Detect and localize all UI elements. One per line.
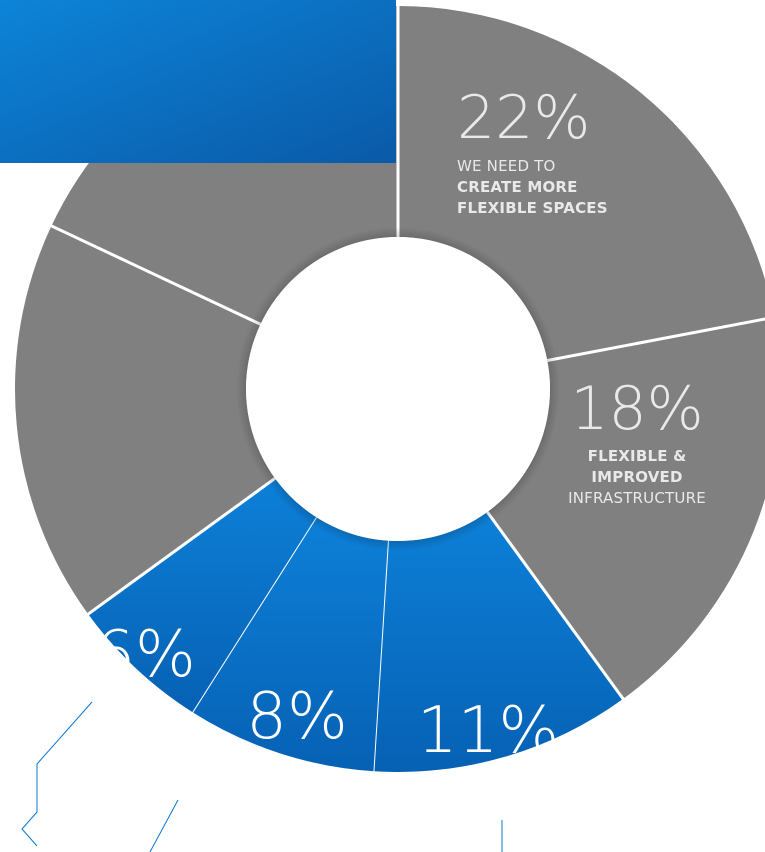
slice-divider bbox=[49, 223, 262, 326]
slice-8 bbox=[192, 517, 389, 772]
slice-percent-label: 22% bbox=[457, 83, 590, 153]
slice-divider bbox=[373, 540, 389, 774]
slice-22 bbox=[398, 6, 765, 361]
slice-percent-label: 11% bbox=[417, 694, 559, 768]
slice-percent-label: 8% bbox=[246, 680, 348, 754]
header-banner bbox=[0, 0, 396, 163]
slice-description-line: IMPROVED bbox=[591, 468, 682, 486]
slice-percent-label: 18% bbox=[570, 374, 703, 444]
slice-description-line: FLEXIBLE SPACES bbox=[457, 199, 608, 217]
slice-description-line: WE NEED TO bbox=[457, 157, 556, 175]
donut-hole bbox=[246, 237, 550, 541]
slice-unlabeled-5 bbox=[15, 225, 276, 615]
slice-description-line: INFRASTRUCTURE bbox=[568, 489, 706, 507]
slice-6 bbox=[88, 478, 317, 713]
leader-lines bbox=[21, 701, 503, 852]
leader-line-6 bbox=[21, 701, 93, 847]
leader-line-8 bbox=[149, 799, 179, 852]
slice-divider bbox=[85, 477, 276, 617]
slice-divider bbox=[547, 317, 765, 362]
slice-divider bbox=[191, 517, 317, 715]
slice-description-line: FLEXIBLE & bbox=[588, 447, 687, 465]
slice-11 bbox=[373, 511, 624, 773]
slice-description-line: CREATE MORE bbox=[457, 178, 578, 196]
slice-divider bbox=[486, 511, 626, 702]
dividers bbox=[49, 4, 765, 774]
slice-percent-label: 6% bbox=[94, 618, 196, 692]
slice-labels: 22% WE NEED TO CREATE MORE FLEXIBLE SPACES 1… bbox=[94, 83, 706, 768]
